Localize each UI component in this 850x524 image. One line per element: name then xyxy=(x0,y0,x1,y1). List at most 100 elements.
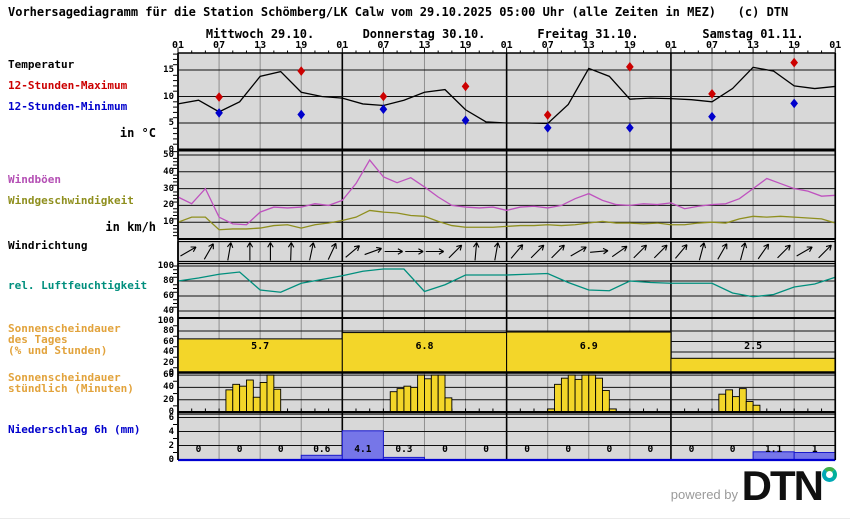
sun-hourly-bar xyxy=(588,374,597,413)
sun-hourly-bar xyxy=(752,404,761,413)
humidity-curve xyxy=(177,268,836,298)
hour-label: 07 xyxy=(541,40,554,51)
sun-daily-axis-label: 20 xyxy=(163,357,174,368)
wind-direction-arrow xyxy=(203,243,214,260)
hour-label: 19 xyxy=(788,40,801,51)
wind-axis-label: 10 xyxy=(163,217,174,228)
sun-daily-axis-label: 40 xyxy=(163,347,174,357)
wind-direction-arrow xyxy=(611,245,628,258)
wind-axis-label: 30 xyxy=(163,183,174,194)
hour-label: 01 xyxy=(829,40,842,51)
sun-hourly-bar xyxy=(595,377,603,413)
humidity-axis-label: 80 xyxy=(163,276,174,286)
wind-direction-arrow xyxy=(675,244,688,259)
sun-hourly-bar xyxy=(567,374,576,413)
max-temp-marker xyxy=(626,62,634,72)
legend-sun-hourly-line1: Sonnenscheindauer xyxy=(8,371,121,384)
sun-daily-axis-label: 100 xyxy=(157,315,174,326)
sun-hourly-bar xyxy=(410,386,419,413)
precip-value-label: 0 xyxy=(196,444,202,455)
hour-label: 13 xyxy=(418,40,431,51)
precip-value-label: 0.3 xyxy=(395,444,412,455)
day-header-1: Mittwoch 29.10. xyxy=(205,27,315,41)
min-temp-marker xyxy=(379,104,388,115)
legend-12h-minimum: 12-Stunden-Minimum xyxy=(8,100,128,113)
hour-label: 01 xyxy=(171,40,185,51)
max-temp-marker xyxy=(790,57,799,68)
hour-label: 07 xyxy=(377,40,390,51)
sun-daily-bar xyxy=(506,331,672,374)
precip-value-label: 1 xyxy=(812,444,818,455)
wind-speed-curve xyxy=(177,209,836,231)
legend-sun-hourly-line2: stündlich (Minuten) xyxy=(8,382,134,395)
wind-direction-arrow xyxy=(364,246,382,256)
wind-axis-label: 40 xyxy=(163,166,174,177)
hour-label: 01 xyxy=(664,40,677,51)
humidity-axis-label: 60 xyxy=(163,291,174,301)
min-temp-marker xyxy=(461,115,470,126)
sun-daily-axis-label: 80 xyxy=(163,326,174,336)
max-temp-marker xyxy=(461,81,470,92)
sun-hourly-bar xyxy=(417,374,425,413)
wind-direction-arrow xyxy=(493,242,501,261)
wind-direction-arrow xyxy=(287,242,295,261)
humidity-axis-label: 100 xyxy=(157,261,174,271)
sun-hourly-bar xyxy=(389,391,398,413)
legend-humidity: rel. Luftfeuchtigkeit xyxy=(8,279,148,292)
hour-label: 19 xyxy=(459,40,472,51)
sun-hourly-bar xyxy=(273,388,282,413)
powered-by-text: powered by xyxy=(670,487,738,502)
precip-bar xyxy=(341,430,384,460)
precip-value-label: 0 xyxy=(689,444,695,455)
sun-daily-bar xyxy=(670,357,836,374)
min-temp-marker xyxy=(626,122,634,133)
wind-direction-arrow xyxy=(777,244,791,259)
hour-label: 01 xyxy=(336,40,349,51)
wind-direction-arrow xyxy=(653,244,668,259)
legend-wind-direction: Windrichtung xyxy=(8,239,88,252)
precip-value-label: 4.1 xyxy=(354,444,371,455)
sun-hourly-axis-label: 0 xyxy=(168,407,174,417)
precip-axis-label: 2 xyxy=(168,440,174,451)
sun-hourly-axis-label: 20 xyxy=(163,394,174,405)
sun-hourly-bar xyxy=(738,388,747,413)
max-temp-marker xyxy=(297,66,306,76)
precip-value-label: 0.6 xyxy=(313,444,330,455)
temp-axis-label: 0 xyxy=(168,144,174,155)
precip-value-label: 1.1 xyxy=(765,444,782,455)
wind-direction-arrow xyxy=(757,243,770,260)
wind-direction-arrow xyxy=(327,242,337,260)
sun-hourly-bar xyxy=(574,378,583,413)
precip-bar xyxy=(300,454,343,460)
temperature-unit-label: in °C xyxy=(119,126,156,140)
sun-daily-value-label: 2.5 xyxy=(744,341,762,352)
temp-axis-label: 5 xyxy=(168,118,174,128)
wind-unit-label: in km/h xyxy=(105,220,156,234)
sun-hourly-bar xyxy=(430,374,439,413)
sun-hourly-axis-label: 40 xyxy=(163,382,174,393)
wind-direction-arrow xyxy=(698,242,707,261)
wind-direction-arrow xyxy=(818,244,832,259)
max-temp-marker xyxy=(708,89,716,99)
sun-daily-value-label: 6.8 xyxy=(415,341,433,352)
max-temp-marker xyxy=(215,92,223,102)
sun-daily-value-label: 5.7 xyxy=(251,341,269,352)
precip-value-label: 0 xyxy=(483,444,489,455)
min-temp-marker xyxy=(297,109,306,120)
min-temp-marker xyxy=(215,108,223,118)
sun-hourly-bar xyxy=(745,401,754,413)
sun-hourly-bar xyxy=(718,393,727,413)
sun-hourly-bar xyxy=(266,374,275,413)
sun-daily-axis-label: 60 xyxy=(163,336,174,347)
sun-hourly-bar xyxy=(239,385,247,413)
wind-direction-arrow xyxy=(590,247,609,255)
page-title: Vorhersagediagramm für die Station Schöm… xyxy=(8,5,789,19)
dtn-logo-dot-icon xyxy=(822,467,837,482)
wind-direction-arrow xyxy=(246,242,254,261)
sun-hourly-bar xyxy=(725,389,734,413)
legend-sun-daily-line1: Sonnenscheindauer xyxy=(8,322,121,335)
day-header-3: Freitag 31.10. xyxy=(537,27,639,41)
wind-gusts-curve xyxy=(177,158,836,226)
wind-direction-arrow xyxy=(425,248,445,255)
